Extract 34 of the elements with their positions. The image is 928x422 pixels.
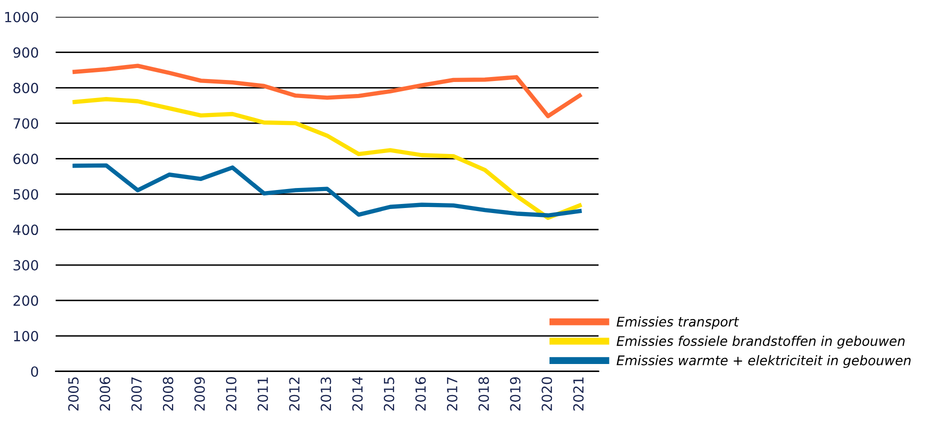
x-tick-label: 2017: [446, 377, 458, 411]
x-tick-label: 2011: [258, 378, 268, 411]
line-series: [72, 97, 582, 220]
y-tick-label: 500: [14, 189, 38, 200]
y-tick-label: 900: [13, 47, 38, 58]
x-tick-label: 2020: [542, 377, 552, 411]
y-tick-label: 200: [14, 295, 38, 306]
y-tick-label: 100: [14, 330, 38, 342]
x-tick-label: 2021: [573, 378, 584, 411]
x-tick-label: 2016: [415, 377, 426, 411]
y-tick-label: 600: [13, 154, 38, 164]
x-tick-label: 2019: [510, 377, 521, 411]
y-tick-label: 800: [13, 82, 38, 94]
line-series: [72, 64, 582, 118]
y-tick-label: 700: [14, 118, 38, 129]
x-tick-label: 2015: [384, 377, 394, 411]
x-tick-label: 2009: [194, 377, 205, 411]
legend-label: Emissies fossiele brandstoffen in gebouwen: [616, 336, 905, 349]
x-tick-label: 2014: [352, 377, 363, 411]
y-tick-label: 400: [13, 224, 38, 236]
legend-label: Emissies transport: [616, 316, 740, 330]
x-tick-label: 2012: [289, 378, 300, 411]
x-tick-label: 2013: [320, 377, 332, 411]
x-tick-label: 2006: [100, 377, 110, 411]
y-tick-label: 1000: [5, 12, 38, 22]
legend-label: Emissies warmte + elektriciteit in gebouwen: [616, 355, 911, 368]
x-tick-label: 2010: [226, 377, 236, 411]
y-tick-label: 0: [31, 366, 38, 377]
x-tick-label: 2008: [162, 377, 174, 411]
x-tick-label: 2018: [478, 377, 489, 411]
y-tick-label: 300: [14, 260, 38, 270]
line-series: [72, 163, 582, 218]
x-tick-label: 2005: [68, 377, 79, 411]
x-tick-label: 2007: [131, 377, 142, 411]
